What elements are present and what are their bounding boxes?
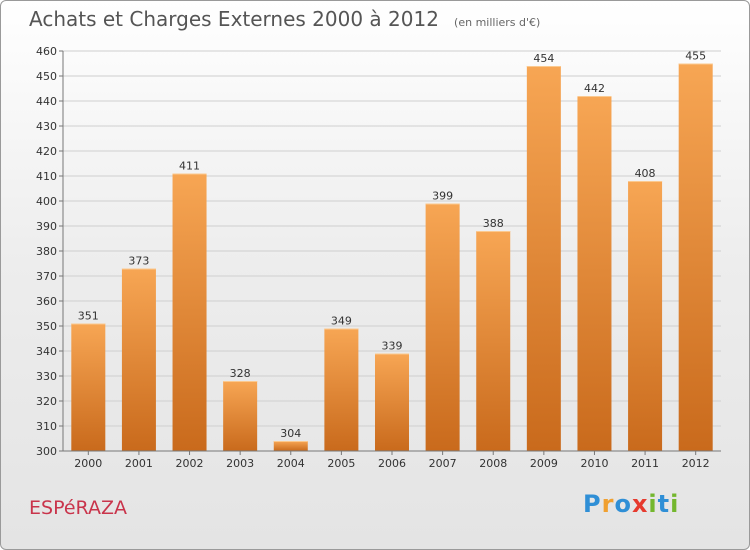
chart-title: Achats et Charges Externes 2000 à 2012 [29, 7, 439, 31]
logo-letter: P [583, 490, 602, 518]
x-tick-label: 2001 [125, 457, 153, 470]
x-tick-label: 2000 [74, 457, 102, 470]
y-tick-label: 440 [36, 95, 57, 108]
y-tick-label: 420 [36, 145, 57, 158]
bar-2010[interactable] [577, 96, 612, 451]
value-label: 455 [685, 50, 706, 63]
bar-2004[interactable] [273, 441, 308, 451]
bar-2009[interactable] [526, 66, 561, 451]
bar-2001[interactable] [121, 268, 156, 452]
x-tick-label: 2004 [277, 457, 305, 470]
x-tick-label: 2010 [580, 457, 608, 470]
bar-2007[interactable] [425, 203, 460, 452]
y-tick-label: 430 [36, 120, 57, 133]
y-tick-label: 460 [36, 45, 57, 58]
y-tick-label: 300 [36, 445, 57, 458]
y-tick-label: 360 [36, 295, 57, 308]
proxiti-logo[interactable]: Proxiti [583, 490, 679, 518]
y-tick-label: 370 [36, 270, 57, 283]
logo-letter: o [614, 490, 632, 518]
y-tick-label: 340 [36, 345, 57, 358]
x-tick-label: 2005 [327, 457, 355, 470]
logo-letter: x [631, 490, 649, 518]
bar-2006[interactable] [375, 353, 409, 452]
bar-2012[interactable] [678, 63, 713, 452]
x-tick-label: 2008 [479, 457, 507, 470]
bar-2003[interactable] [223, 381, 258, 451]
commune-name: ESPéRAZA [29, 497, 127, 519]
x-tick-label: 2003 [226, 457, 254, 470]
title-row: Achats et Charges Externes 2000 à 2012 (… [29, 7, 540, 31]
value-label: 442 [584, 82, 605, 95]
y-tick-label: 380 [36, 245, 57, 258]
bar-2002[interactable] [172, 173, 207, 452]
y-tick-label: 410 [36, 170, 57, 183]
logo-letter: t [657, 490, 671, 518]
bar-2005[interactable] [324, 328, 359, 452]
y-tick-label: 330 [36, 370, 57, 383]
value-label: 408 [635, 167, 656, 180]
logo-letter: i [648, 490, 658, 518]
value-label: 399 [432, 190, 453, 203]
value-label: 454 [533, 52, 554, 65]
value-label: 351 [78, 310, 99, 323]
y-tick-label: 320 [36, 395, 57, 408]
x-tick-label: 2012 [682, 457, 710, 470]
y-tick-label: 310 [36, 420, 57, 433]
value-label: 304 [280, 427, 301, 440]
value-label: 328 [230, 367, 251, 380]
y-tick-label: 400 [36, 195, 57, 208]
value-label: 339 [382, 340, 403, 353]
x-tick-label: 2009 [530, 457, 558, 470]
x-tick-label: 2011 [631, 457, 659, 470]
value-label: 411 [179, 160, 200, 173]
value-label: 388 [483, 217, 504, 230]
logo-letter: r [601, 490, 615, 518]
value-label: 349 [331, 315, 352, 328]
x-tick-label: 2006 [378, 457, 406, 470]
y-tick-label: 450 [36, 70, 57, 83]
logo-letter: i [670, 490, 680, 518]
y-tick-label: 390 [36, 220, 57, 233]
x-tick-label: 2007 [429, 457, 457, 470]
bar-2011[interactable] [628, 181, 663, 451]
y-tick-label: 350 [36, 320, 57, 333]
bar-2000[interactable] [71, 323, 106, 452]
chart-subtitle: (en milliers d'€) [454, 16, 541, 29]
value-label: 373 [128, 255, 149, 268]
x-tick-label: 2002 [176, 457, 204, 470]
bar-2008[interactable] [476, 231, 511, 451]
